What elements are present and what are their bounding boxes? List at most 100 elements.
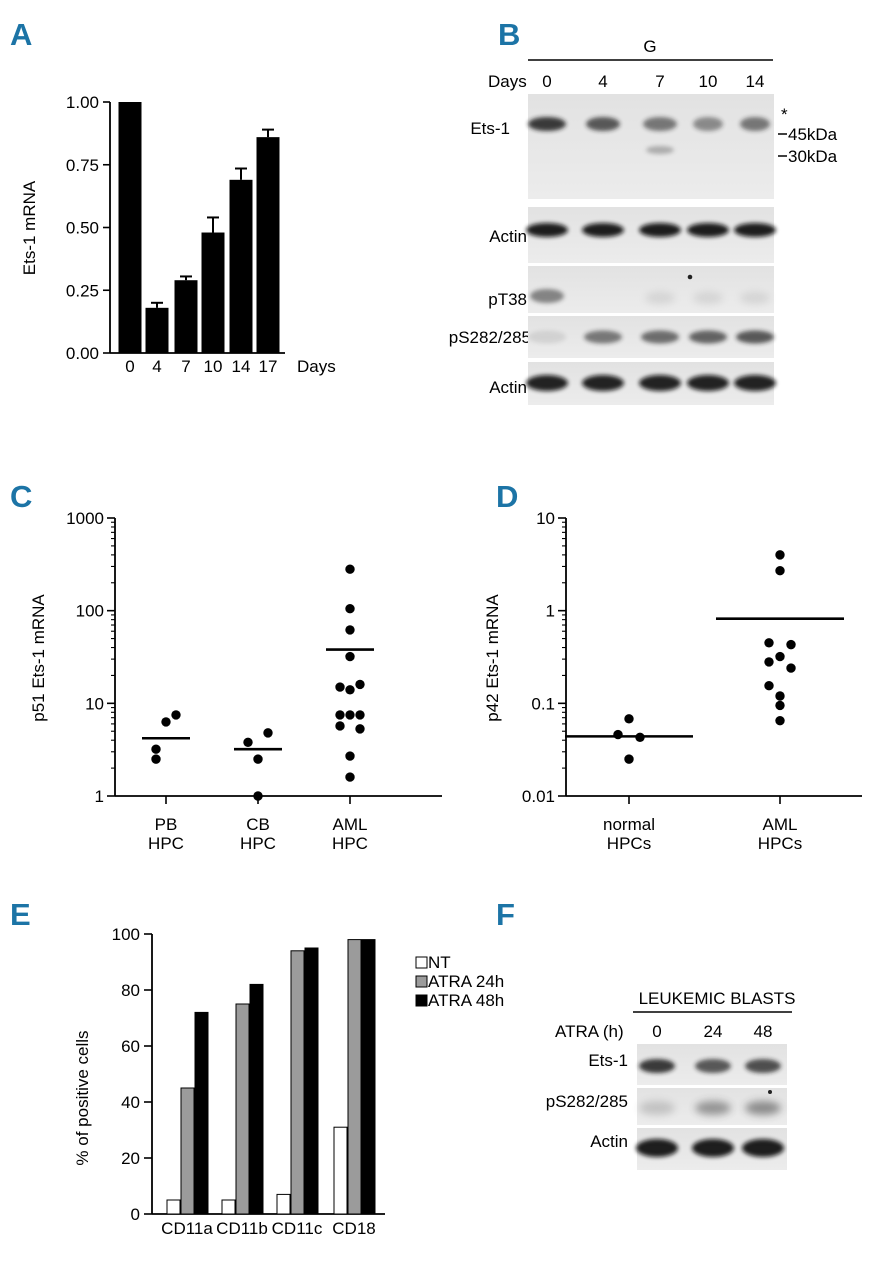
blot-b-row-label: Actin [489, 227, 527, 246]
blot-b-row-label: pS282/285 [449, 328, 531, 347]
blot-b-band [734, 223, 776, 237]
blot-f-row-label: Ets-1 [588, 1051, 628, 1070]
blot-b: G Days Ets-1 Actin pT38 pS282/285 Actin … [449, 37, 838, 405]
blot-f-atra-label: ATRA (h) [555, 1022, 624, 1041]
blot-f-band [745, 1059, 781, 1073]
chart-c-data-point [335, 710, 345, 720]
blot-b-row-label: Actin [489, 378, 527, 397]
blot-f-speck [768, 1090, 772, 1094]
blot-b-band [693, 117, 723, 131]
chart-c-data-point [151, 754, 161, 764]
blot-b-band [736, 330, 774, 344]
chart-c-y-tick-label: 100 [76, 602, 104, 621]
chart-d-data-point [624, 754, 634, 764]
chart-c-data-point [345, 772, 355, 782]
chart-d-data-point [775, 565, 785, 576]
chart-a-bar [145, 307, 169, 353]
chart-c-x-tick-label: HPC [332, 834, 368, 853]
chart-e-bar [194, 1011, 209, 1215]
chart-a-x-tick-label: 0 [125, 357, 134, 376]
blot-f-band [692, 1139, 734, 1157]
chart-d-data-point [775, 700, 785, 711]
chart-d-data-point [624, 714, 634, 724]
blot-f-band [639, 1101, 675, 1115]
blot-b-band [639, 223, 681, 237]
blot-f-row-label: pS282/285 [546, 1092, 628, 1111]
chart-d: p42 Ets-1 mRNA 0.010.1110normalHPCsAMLHP… [483, 509, 862, 853]
chart-c: p51 Ets-1 mRNA 1101001000PBHPCCBHPCAMLHP… [29, 509, 442, 853]
chart-e-bar [221, 1199, 236, 1215]
blot-f-row-label: Actin [590, 1132, 628, 1151]
chart-c-data-point [345, 604, 355, 614]
chart-d-data-point [764, 657, 774, 667]
blot-b-band [740, 292, 770, 304]
blot-b-band [643, 117, 677, 131]
chart-d-x-tick-label: HPCs [758, 834, 802, 853]
blot-b-band [586, 117, 620, 131]
chart-d-y-tick-label: 1 [546, 602, 555, 621]
chart-c-data-point [161, 717, 171, 727]
chart-c-data-point [151, 744, 161, 754]
chart-d-data-point [775, 550, 785, 560]
chart-e-bar [180, 1087, 195, 1215]
chart-e-legend-swatch [415, 956, 428, 969]
chart-a-x-tick-label: 7 [181, 357, 190, 376]
chart-d-x-tick-label: HPCs [607, 834, 651, 853]
blot-f-lane-label: 24 [704, 1022, 723, 1041]
chart-e-x-tick-label: CD11b [216, 1219, 268, 1238]
chart-a: Ets-1 mRNA Days 0.000.250.500.751.000 4 7 1… [20, 93, 336, 376]
chart-d-data-point [764, 680, 774, 691]
blot-b-band [641, 330, 679, 344]
chart-c-data-point [253, 791, 263, 801]
chart-e-legend-swatch [415, 975, 428, 988]
chart-d-y-label: p42 Ets-1 mRNA [483, 594, 502, 722]
blot-b-band [646, 146, 674, 154]
chart-d-x-tick-label: normal [603, 815, 655, 834]
chart-c-data-point [263, 728, 273, 738]
blot-f-band [745, 1101, 781, 1115]
chart-d-data-point [775, 651, 785, 662]
chart-c-x-tick-label: HPC [148, 834, 184, 853]
chart-e-y-tick-label: 80 [121, 981, 140, 1000]
chart-c-data-point [345, 751, 355, 761]
blot-f-band [636, 1139, 678, 1157]
blot-b-band [687, 223, 729, 237]
chart-e-x-tick-label: CD11c [272, 1219, 323, 1238]
panel-label-a: A [10, 17, 32, 52]
chart-e-bar [290, 950, 305, 1215]
blot-b-marker-45: 45kDa [788, 125, 838, 144]
chart-a-bar [229, 179, 253, 353]
chart-e-legend-label: ATRA 48h [428, 991, 504, 1010]
blot-f-band [695, 1101, 731, 1115]
blot-b-band [687, 375, 729, 391]
chart-c-data-point [345, 710, 355, 720]
panel-label-c: C [10, 479, 32, 514]
chart-a-x-tick-label: 10 [204, 357, 223, 376]
chart-a-x-tick-label: 17 [259, 357, 278, 376]
blot-b-lane-label: 7 [655, 72, 664, 91]
chart-a-y-tick-label: 0.25 [66, 281, 99, 300]
chart-a-x-tick-label: 14 [232, 357, 251, 376]
blot-b-band [740, 117, 770, 131]
chart-e-y-tick-label: 100 [112, 925, 140, 944]
chart-d-data-point [786, 639, 796, 650]
blot-b-membrane [528, 94, 774, 199]
blot-f-band [695, 1059, 731, 1073]
chart-c-data-point [345, 651, 355, 662]
blot-b-band [734, 375, 776, 391]
chart-a-x-tick-label: 4 [152, 357, 161, 376]
chart-a-y-tick-label: 1.00 [66, 93, 99, 112]
chart-e-y-tick-label: 60 [121, 1037, 140, 1056]
blot-f-band [742, 1139, 784, 1157]
chart-e-legend-swatch [415, 994, 428, 1007]
blot-b-band [526, 375, 568, 391]
chart-e-y-tick-label: 20 [121, 1149, 140, 1168]
chart-c-x-tick-label: PB [155, 815, 178, 834]
blot-b-band [582, 375, 624, 391]
chart-c-data-point [335, 682, 345, 692]
chart-e-bar [235, 1003, 250, 1215]
blot-b-lane-label: 10 [699, 72, 718, 91]
chart-c-y-tick-label: 1000 [66, 509, 104, 528]
chart-c-data-point [171, 710, 181, 720]
